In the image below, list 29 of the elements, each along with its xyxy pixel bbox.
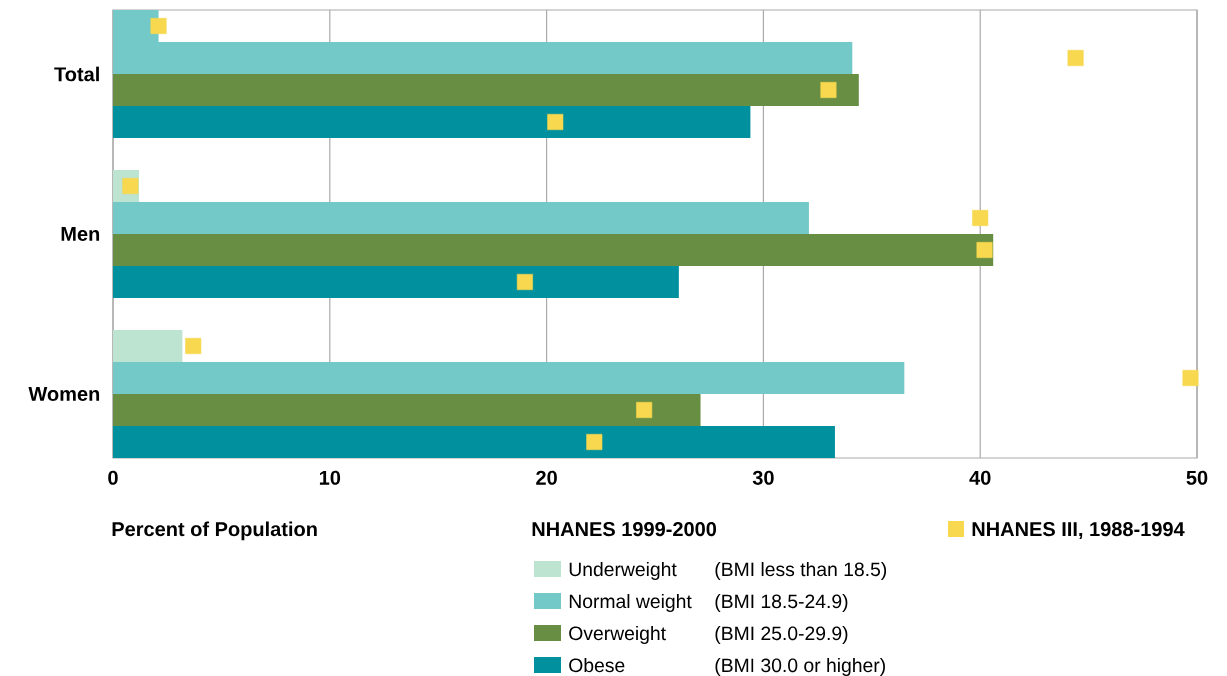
y-tick-label: Men — [61, 227, 100, 241]
legend-label: Overweight — [569, 625, 666, 644]
legend-label: NHANES III, 1988-1994 — [972, 522, 1185, 540]
y-tick-label: Total — [54, 66, 99, 82]
legend-label: Obese — [569, 657, 625, 673]
x-tick-label: 10 — [319, 470, 341, 485]
x-tick-label: 20 — [536, 470, 557, 485]
bar — [113, 233, 994, 266]
x-tick-label: 30 — [752, 470, 774, 485]
bar — [113, 329, 183, 362]
bar — [113, 201, 809, 234]
text: (BMI 30.0 or higher) — [715, 657, 885, 676]
bar — [113, 425, 835, 458]
x-tick-label: 40 — [969, 470, 991, 485]
text: (BMI 25.0-29.9) — [715, 625, 848, 644]
legend-label: Underweight — [569, 561, 677, 580]
text: (BMI 18.5-24.9) — [715, 593, 848, 612]
text: (BMI less than 18.5) — [715, 561, 887, 580]
x-tick-label: 50 — [1186, 470, 1208, 485]
bar — [113, 73, 859, 106]
bar — [113, 265, 679, 298]
bar — [113, 393, 701, 426]
x-tick-label: 0 — [108, 470, 118, 485]
x-axis-title: Percent of Population — [112, 521, 317, 541]
bar — [113, 105, 751, 138]
bar — [113, 361, 905, 394]
y-tick-label: Women — [28, 387, 100, 401]
legend-title: NHANES 1999-2000 — [532, 522, 717, 537]
legend-label: Normal weight — [569, 593, 692, 612]
